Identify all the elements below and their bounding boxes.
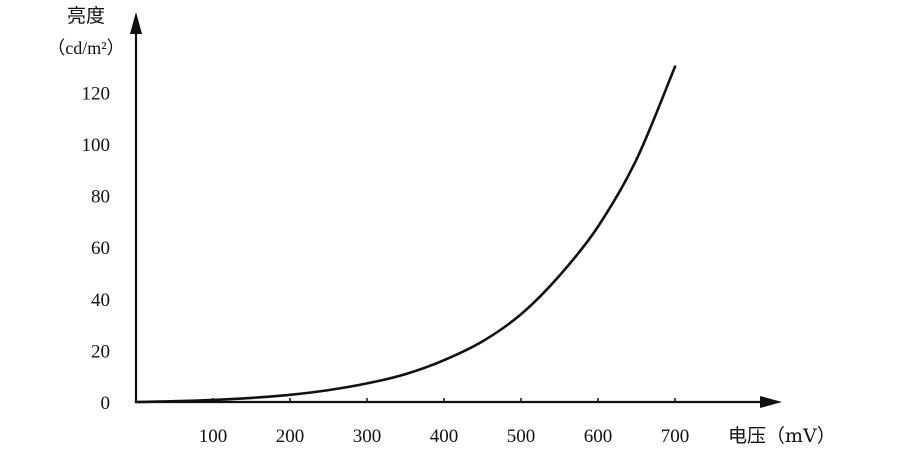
y-tick-label: 20: [91, 341, 110, 362]
y-axis-label: 亮度: [67, 5, 105, 27]
y-tick-label: 120: [82, 83, 111, 104]
x-tick-label: 100: [199, 426, 228, 447]
x-axis-label: 电压（mV）: [728, 425, 836, 447]
x-tick-label: 200: [276, 426, 305, 447]
x-tick-label: 500: [507, 426, 536, 447]
y-tick-label: 100: [82, 135, 111, 156]
x-tick-label: 400: [430, 426, 459, 447]
x-tick-label: 700: [661, 426, 690, 447]
y-axis-unit-label: （cd/m²）: [47, 38, 124, 58]
y-tick-label: 0: [101, 393, 111, 414]
tick-labels: 100 200 300 400 500 600 700 0 20 40 60 80 100 120: [82, 83, 690, 447]
y-tick-label: 40: [91, 290, 110, 311]
x-axis-arrow: [760, 396, 782, 408]
series-layer: [134, 65, 677, 404]
axes: [130, 12, 782, 408]
series-line: [134, 65, 677, 404]
x-tick-label: 600: [584, 426, 613, 447]
y-axis-title: 亮度 （cd/m²）: [47, 5, 124, 58]
y-tick-label: 60: [91, 238, 110, 259]
y-axis-arrow: [130, 12, 142, 34]
y-tick-label: 80: [91, 187, 110, 208]
x-tick-label: 300: [353, 426, 382, 447]
